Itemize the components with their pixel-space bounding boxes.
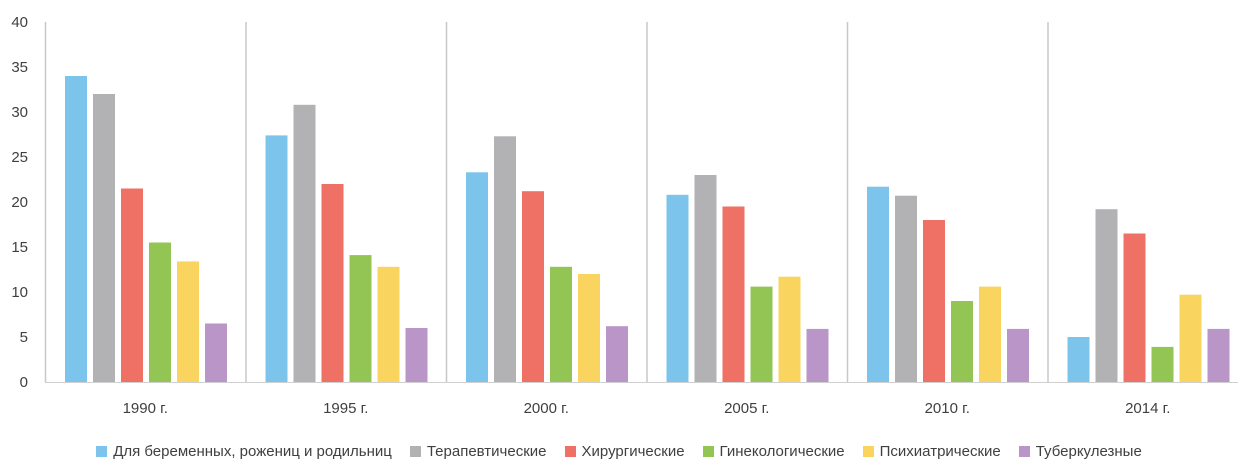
legend-label: Гинекологические	[719, 443, 845, 460]
y-tick-label: 5	[20, 329, 28, 346]
bar	[1095, 209, 1118, 382]
legend-swatch	[702, 446, 714, 457]
bar-chart: 0 5 10 15 20 25 30 35 40 1990 г. 1995 г. 2000 г. 200…	[11, 14, 1238, 417]
x-category-label: 2014 г.	[1125, 400, 1170, 417]
bar	[293, 104, 316, 383]
x-category-label: 2005 г.	[724, 400, 769, 417]
bar	[121, 188, 143, 382]
x-category-label: 2010 г.	[925, 400, 970, 417]
bar	[405, 328, 428, 382]
legend-swatch	[862, 446, 874, 457]
bar	[778, 276, 801, 382]
bar	[806, 328, 829, 382]
bar	[1179, 294, 1202, 382]
bar	[93, 94, 115, 382]
bar	[65, 76, 87, 382]
legend-item: Туберкулезные	[1018, 443, 1142, 460]
legend-swatch	[564, 446, 576, 457]
legend-label: Хирургические	[581, 443, 685, 460]
legend-label: Терапевтические	[426, 443, 547, 460]
legend-item: Терапевтические	[409, 443, 547, 460]
legend-item: Хирургические	[564, 443, 685, 460]
legend-item: Гинекологические	[702, 443, 845, 460]
bar	[177, 261, 199, 382]
bar	[494, 136, 516, 382]
bar	[550, 266, 572, 382]
bar	[750, 286, 773, 382]
bar	[867, 186, 889, 382]
x-category-label: 2000 г.	[524, 400, 569, 417]
legend-swatch	[96, 446, 108, 457]
legend-label: Для беременных, рожениц и родильниц	[113, 443, 392, 460]
bar	[606, 326, 628, 382]
bar	[1151, 346, 1174, 382]
bar	[522, 191, 544, 382]
bar	[666, 194, 689, 382]
chart-legend: Для беременных, рожениц и родильниц Терап…	[0, 443, 1238, 460]
bar	[149, 242, 171, 382]
y-tick-label: 35	[11, 59, 28, 76]
y-tick-label: 0	[20, 374, 28, 391]
legend-item: Для беременных, рожениц и родильниц	[96, 443, 392, 460]
y-tick-label: 20	[11, 194, 28, 211]
x-category-label: 1995 г.	[323, 400, 368, 417]
bar	[349, 255, 372, 382]
bar	[951, 301, 973, 382]
bar	[722, 206, 745, 382]
bar	[1207, 328, 1230, 382]
legend-swatch	[409, 446, 421, 457]
y-tick-label: 25	[11, 149, 28, 166]
bar	[1123, 233, 1146, 382]
bar	[377, 266, 400, 382]
y-tick-label: 40	[11, 14, 28, 31]
bar	[578, 274, 600, 382]
bar	[205, 323, 227, 382]
bar	[694, 175, 717, 382]
y-tick-label: 10	[11, 284, 28, 301]
x-category-label: 1990 г.	[123, 400, 168, 417]
legend-item: Психиатрические	[862, 443, 1001, 460]
bar	[1007, 328, 1029, 382]
bar	[466, 172, 488, 382]
bar	[1067, 337, 1090, 382]
bar	[321, 184, 344, 382]
legend-swatch	[1018, 446, 1030, 457]
bar	[895, 195, 917, 382]
bar	[265, 135, 288, 382]
y-tick-label: 15	[11, 239, 28, 256]
bar	[923, 220, 945, 382]
bar	[979, 286, 1001, 382]
legend-label: Психиатрические	[879, 443, 1001, 460]
legend-label: Туберкулезные	[1035, 443, 1142, 460]
y-tick-label: 30	[11, 104, 28, 121]
